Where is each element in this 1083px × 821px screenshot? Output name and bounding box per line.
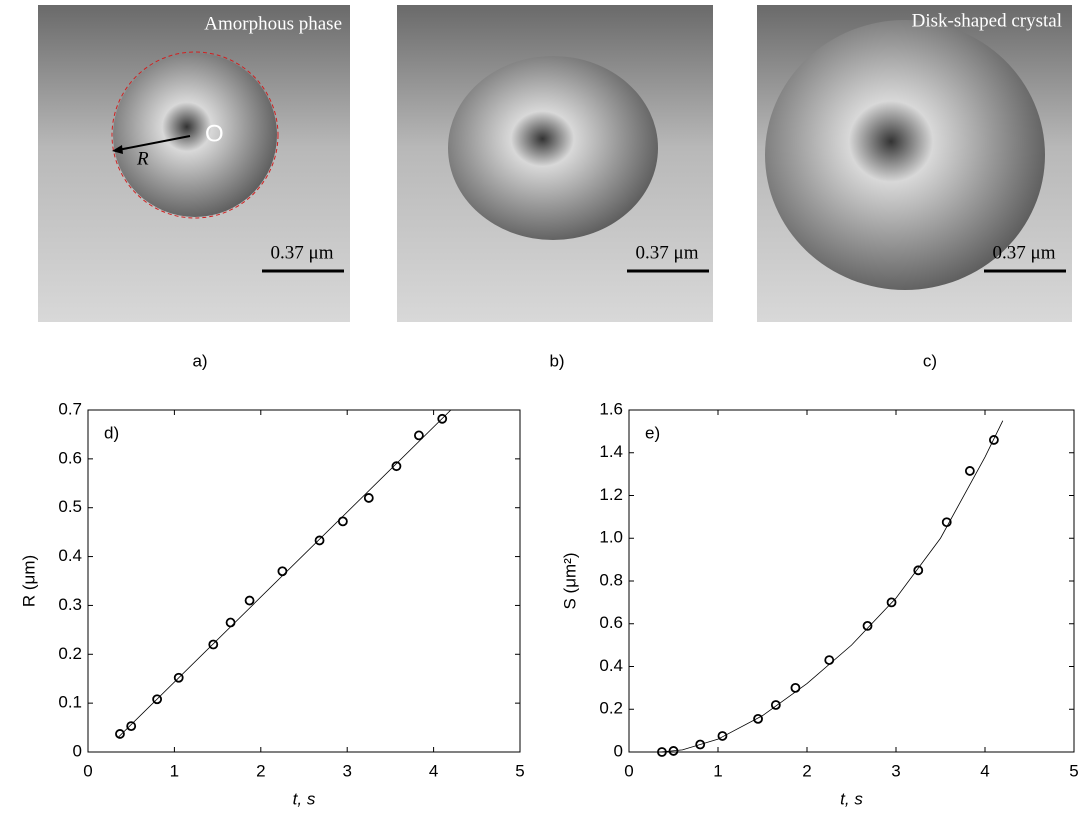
x-tick-label: 0: [83, 761, 92, 780]
data-point: [913, 565, 924, 576]
data-point: [314, 535, 325, 546]
scale-bar-label: 0.37 μm: [271, 242, 334, 263]
data-point: [964, 466, 975, 476]
panel-label: b): [549, 351, 564, 370]
data-point: [770, 700, 781, 710]
data-point: [414, 430, 424, 441]
y-tick-label: 0.5: [58, 497, 82, 516]
data-point: [753, 713, 763, 724]
y-axis-label: R (μm): [19, 555, 38, 607]
radius-circle: [111, 51, 279, 219]
y-tick-label: 1.6: [599, 399, 623, 418]
data-point: [244, 595, 255, 606]
y-axis-label: S (μm²): [560, 552, 579, 609]
x-tick-label: 4: [429, 761, 438, 780]
x-tick-label: 4: [980, 761, 989, 780]
data-point: [126, 721, 137, 732]
data-point: [657, 747, 667, 757]
radius-arrow: [117, 135, 191, 151]
scale-bar-label: 0.37 μm: [993, 242, 1056, 263]
fit-line: [117, 410, 452, 738]
data-point: [152, 694, 163, 705]
y-tick-label: 0.8: [599, 570, 623, 589]
y-tick-label: 0.3: [58, 595, 82, 614]
x-tick-label: 1: [713, 761, 722, 780]
y-tick-label: 0.4: [58, 546, 82, 565]
x-tick-label: 0: [624, 761, 633, 780]
radius-mark: R: [136, 148, 149, 169]
fit-line: [660, 420, 1004, 752]
crystal: [448, 56, 658, 240]
y-tick-label: 0: [614, 741, 623, 760]
y-tick-label: 0: [73, 741, 82, 760]
y-tick-label: 0.6: [58, 448, 82, 467]
plot-frame: [87, 409, 521, 753]
data-point: [337, 516, 348, 527]
panel-label: e): [645, 423, 660, 442]
x-axis-label: t, s: [840, 789, 863, 808]
data-point: [277, 566, 288, 577]
panel-b: 0.37 μm b): [397, 5, 713, 370]
y-tick-label: 1.4: [599, 442, 623, 461]
data-point: [225, 617, 236, 628]
y-tick-label: 0.7: [58, 399, 82, 418]
data-point: [989, 435, 999, 445]
crystal: [765, 20, 1045, 290]
y-tick-label: 1.0: [599, 528, 623, 547]
panel-c: Disk-shaped crystal 0.37 μm c): [757, 5, 1072, 370]
x-axis-label: t, s: [293, 789, 316, 808]
data-point: [173, 672, 184, 683]
data-point: [363, 493, 374, 503]
data-point: [208, 639, 219, 650]
data-point: [941, 517, 952, 528]
scale-bar-label: 0.37 μm: [636, 242, 699, 263]
y-tick-label: 0.4: [599, 656, 623, 675]
center-mark: O: [205, 120, 224, 147]
data-point: [391, 461, 402, 472]
y-tick-label: 0.6: [599, 613, 623, 632]
data-point: [695, 739, 706, 750]
data-point: [886, 597, 897, 608]
x-tick-label: 2: [256, 761, 265, 780]
x-tick-label: 1: [170, 761, 179, 780]
x-tick-label: 3: [342, 761, 351, 780]
data-point: [115, 729, 125, 739]
y-tick-label: 0.1: [58, 693, 82, 712]
crystal: [113, 53, 277, 217]
y-tick-label: 0.2: [599, 699, 623, 718]
caption: Amorphous phase: [204, 13, 342, 34]
data-point: [824, 655, 835, 665]
data-point: [790, 682, 801, 693]
x-tick-label: 2: [802, 761, 811, 780]
panel-label: d): [104, 423, 119, 442]
plot-frame: [628, 409, 1075, 753]
panel-label: a): [192, 351, 207, 370]
data-point: [437, 413, 448, 424]
data-point: [717, 731, 728, 741]
x-tick-label: 5: [1069, 761, 1078, 780]
data-point: [668, 746, 679, 756]
x-tick-label: 5: [515, 761, 524, 780]
panel-a: O R Amorphous phase 0.37 μm a): [38, 5, 350, 370]
data-point: [862, 620, 873, 631]
panel-label: c): [923, 351, 937, 370]
caption: Disk-shaped crystal: [912, 10, 1062, 31]
y-tick-label: 1.2: [599, 485, 623, 504]
x-tick-label: 3: [891, 761, 900, 780]
y-tick-label: 0.2: [58, 644, 82, 663]
arrow-head: [112, 145, 123, 154]
